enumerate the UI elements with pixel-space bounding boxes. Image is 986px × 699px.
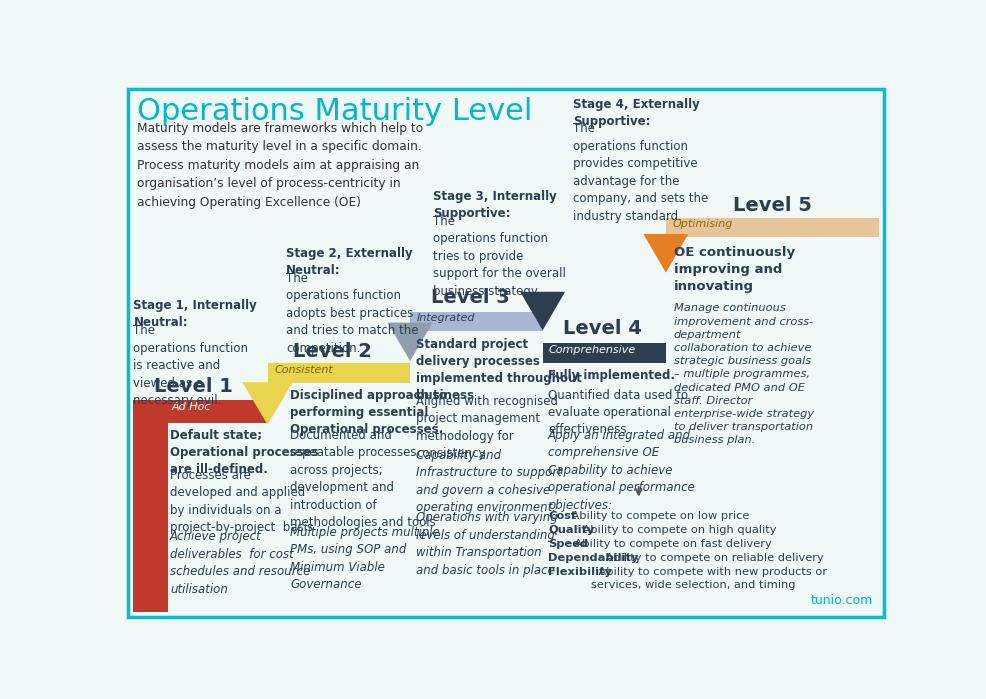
Text: Stage 4, Externally
Supportive:: Stage 4, Externally Supportive: — [572, 98, 699, 128]
Polygon shape — [643, 234, 687, 273]
Text: Stage 3, Internally
Supportive:: Stage 3, Internally Supportive: — [433, 190, 556, 220]
Text: Stage 1, Internally
Neutral:: Stage 1, Internally Neutral: — [133, 299, 257, 329]
Text: The
operations function
provides competitive
advantage for the
company, and sets: The operations function provides competi… — [572, 122, 707, 223]
Text: Level 1: Level 1 — [154, 377, 233, 396]
Text: Level 5: Level 5 — [733, 196, 811, 215]
Polygon shape — [243, 382, 293, 424]
Text: Maturity models are frameworks which help to
assess the maturity level in a spec: Maturity models are frameworks which hel… — [137, 122, 423, 208]
Text: Speed: Speed — [547, 539, 588, 549]
Text: Documented and
repeatable processes
across projects;
development and
introductio: Documented and repeatable processes acro… — [290, 429, 435, 529]
Text: Level 4: Level 4 — [562, 319, 641, 338]
Bar — [133, 423, 169, 612]
Bar — [666, 218, 879, 237]
Text: Operations Maturity Level: Operations Maturity Level — [137, 97, 532, 126]
Text: : Ability to compete on high quality: : Ability to compete on high quality — [575, 525, 776, 535]
Text: Quantified data used to
evaluate operational
effectiveness: Quantified data used to evaluate operati… — [547, 388, 687, 436]
Text: Aligned with recognised
project management
methodology for
consistency: Aligned with recognised project manageme… — [416, 395, 558, 461]
Text: Comprehensive: Comprehensive — [548, 345, 635, 355]
Text: : Ability to compete on low price: : Ability to compete on low price — [563, 511, 748, 521]
Text: Level 2: Level 2 — [293, 342, 372, 361]
Text: Apply an integrated and
comprehensive OE
Capability to achieve
operational perfo: Apply an integrated and comprehensive OE… — [547, 429, 694, 512]
Text: Capability and
Infrastructure to support
and govern a cohesive
operating environ: Capability and Infrastructure to support… — [416, 449, 562, 514]
Text: : Ability to compete on reliable delivery: : Ability to compete on reliable deliver… — [598, 553, 823, 563]
Text: Processes are
developed and applied
by individuals on a
project-by-project  basi: Processes are developed and applied by i… — [170, 469, 313, 534]
Text: Dependability: Dependability — [547, 553, 638, 563]
Text: Fully implemented.: Fully implemented. — [547, 369, 674, 382]
Text: Default state;
Operational processes
are ill-defined.: Default state; Operational processes are… — [170, 429, 318, 476]
Text: Manage continuous
improvement and cross-
department
collaboration to achieve
str: Manage continuous improvement and cross-… — [672, 303, 812, 445]
Text: Consistent: Consistent — [274, 365, 333, 375]
Text: Quality: Quality — [547, 525, 594, 535]
Text: Cost: Cost — [547, 511, 576, 521]
Text: tunio.com: tunio.com — [810, 593, 872, 607]
Bar — [267, 363, 410, 382]
Text: Stage 2, Externally
Neutral:: Stage 2, Externally Neutral: — [286, 247, 412, 277]
Text: Multiple projects multiple
PMs, using SOP and
Minimum Viable
Governance: Multiple projects multiple PMs, using SO… — [290, 526, 440, 591]
Text: Operations with varying
levels of understanding
within Transportation
and basic : Operations with varying levels of unders… — [416, 511, 557, 577]
Text: The
operations function
tries to provide
support for the overall
business strate: The operations function tries to provide… — [433, 215, 566, 298]
Text: Flexibility: Flexibility — [547, 567, 611, 577]
Text: The
operations function
adopts best practices
and tries to match the
competition: The operations function adopts best prac… — [286, 272, 418, 355]
Bar — [410, 312, 542, 331]
Text: : Ability to compete with new products or
services, wide selection, and timing: : Ability to compete with new products o… — [590, 567, 826, 590]
Bar — [542, 343, 666, 363]
Text: Ad Hoc: Ad Hoc — [172, 402, 211, 412]
Text: Level 3: Level 3 — [431, 288, 510, 307]
Text: The
operations function
is reactive and
viewed as a
necessary evil.: The operations function is reactive and … — [133, 324, 248, 407]
Polygon shape — [387, 322, 432, 361]
Bar — [133, 400, 267, 423]
Text: Achieve project
deliverables  for cost
schedules and resource
utilisation: Achieve project deliverables for cost sc… — [170, 531, 310, 596]
Text: OE continuously
improving and
innovating: OE continuously improving and innovating — [672, 245, 794, 293]
Text: Integrated: Integrated — [416, 313, 474, 324]
Polygon shape — [520, 291, 565, 331]
Text: : Ability to compete on fast delivery: : Ability to compete on fast delivery — [567, 539, 771, 549]
Text: Optimising: Optimising — [671, 219, 732, 229]
Text: Disciplined approach to
performing essential
Operational processes.: Disciplined approach to performing essen… — [290, 389, 447, 435]
Text: Standard project
delivery processes
implemented throughout
business: Standard project delivery processes impl… — [416, 338, 582, 402]
